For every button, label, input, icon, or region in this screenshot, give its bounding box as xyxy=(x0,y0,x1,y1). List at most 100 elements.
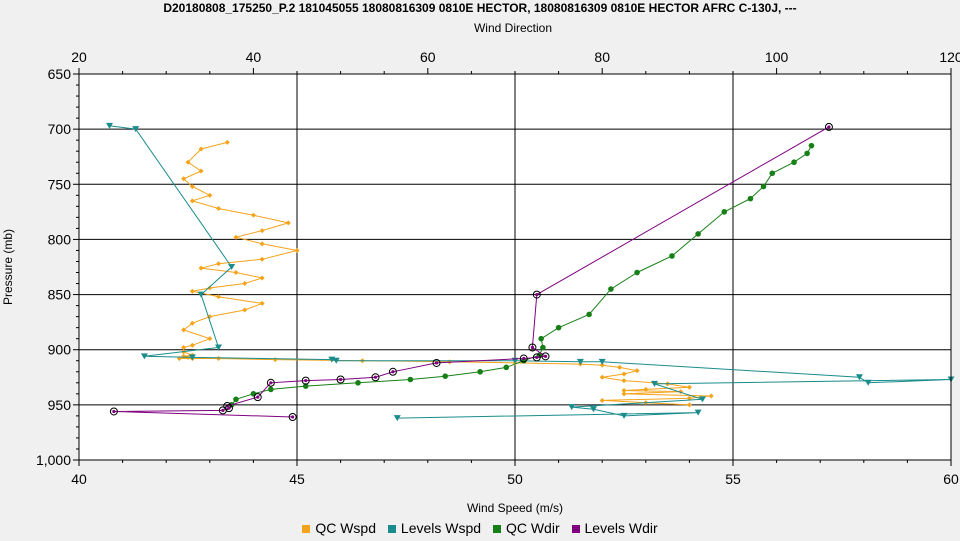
data-point-levels-wdir xyxy=(541,352,550,361)
data-point-qc-wdir xyxy=(233,396,239,403)
x-top-tick-label: 100 xyxy=(765,49,789,65)
data-point-qc-wspd xyxy=(617,364,623,370)
data-point-levels-wdir xyxy=(301,376,310,385)
legend-label: Levels Wdir xyxy=(584,520,658,536)
data-point-center-levels-wdir xyxy=(112,409,116,414)
data-point-qc-wspd xyxy=(621,391,627,397)
data-point-levels-wspd xyxy=(568,404,576,411)
legend: QC Wspd Levels Wspd QC Wdir Levels Wdir xyxy=(0,520,960,536)
data-point-qc-wspd xyxy=(207,192,213,198)
data-point-levels-wdir xyxy=(371,373,380,382)
x-bottom-tick-label: 50 xyxy=(507,471,523,487)
x-top-tick-label: 40 xyxy=(246,49,262,65)
data-point-qc-wspd xyxy=(686,384,692,390)
data-point-qc-wspd xyxy=(207,336,213,342)
data-point-qc-wdir xyxy=(721,209,728,215)
data-point-qc-wspd xyxy=(207,285,213,291)
data-point-qc-wdir xyxy=(791,159,797,166)
data-point-center-levels-wdir xyxy=(391,370,395,374)
y-tick-label: 800 xyxy=(48,231,72,247)
data-point-levels-wspd xyxy=(651,380,659,387)
x-bottom-tick-label: 45 xyxy=(289,471,305,487)
data-point-qc-wdir xyxy=(250,391,257,397)
data-point-qc-wspd xyxy=(686,402,692,408)
chart-title: D20180808_175250_P.2 181045055 180808163… xyxy=(163,1,797,15)
data-point-qc-wspd xyxy=(181,345,187,351)
legend-item-levels-wspd[interactable]: Levels Wspd xyxy=(387,520,482,536)
data-point-qc-wspd xyxy=(216,356,222,362)
data-point-qc-wspd xyxy=(259,241,265,247)
data-point-qc-wspd xyxy=(185,159,191,165)
y-tick-label: 1,000 xyxy=(36,452,71,468)
x-bottom-tick-label: 55 xyxy=(725,471,741,487)
data-point-levels-wspd xyxy=(140,353,148,360)
data-point-qc-wspd xyxy=(189,342,195,348)
data-point-qc-wspd xyxy=(233,234,239,240)
legend-item-levels-wdir[interactable]: Levels Wdir xyxy=(571,520,658,536)
data-point-levels-wdir xyxy=(388,367,397,376)
x-axis-label: Wind Speed (m/s) xyxy=(467,501,563,515)
data-point-center-levels-wdir xyxy=(535,355,539,360)
legend-swatch xyxy=(302,525,311,534)
data-point-qc-wdir xyxy=(407,376,414,383)
y-tick-label: 750 xyxy=(48,176,72,192)
legend-label: Levels Wspd xyxy=(400,520,482,536)
legend-item-qc-wdir[interactable]: QC Wdir xyxy=(492,520,560,536)
y-tick-label: 900 xyxy=(48,342,72,358)
data-point-levels-wspd xyxy=(698,396,706,403)
data-point-qc-wdir xyxy=(555,324,562,331)
data-point-levels-wdir xyxy=(336,375,345,384)
data-point-levels-wspd xyxy=(576,358,584,365)
data-point-qc-wspd xyxy=(686,395,692,401)
data-point-qc-wdir xyxy=(747,195,754,202)
data-point-levels-wdir xyxy=(824,122,833,131)
data-point-qc-wspd xyxy=(643,386,649,392)
y-tick-label: 950 xyxy=(48,397,72,413)
data-point-center-levels-wdir xyxy=(304,378,308,383)
y-axis-label: Pressure (mb) xyxy=(1,229,15,305)
data-point-qc-wspd xyxy=(259,275,265,281)
data-point-qc-wspd xyxy=(216,261,222,267)
data-point-qc-wdir xyxy=(355,380,361,386)
legend-label: QC Wspd xyxy=(315,520,377,536)
legend-label: QC Wdir xyxy=(505,520,560,536)
data-point-qc-wdir xyxy=(538,335,544,342)
data-point-levels-wdir xyxy=(109,407,118,416)
data-point-levels-wspd xyxy=(132,126,140,133)
data-point-levels-wspd xyxy=(694,409,702,416)
data-point-levels-wdir xyxy=(288,412,297,421)
data-point-qc-wspd xyxy=(708,393,714,399)
data-point-qc-wdir xyxy=(695,231,701,237)
data-point-qc-wspd xyxy=(198,168,204,174)
data-point-center-levels-wdir xyxy=(227,406,231,410)
data-point-levels-wdir xyxy=(223,401,232,410)
data-point-qc-wspd xyxy=(216,206,222,212)
data-point-center-levels-wdir xyxy=(530,345,535,350)
x-bottom-tick-label: 60 xyxy=(943,471,959,487)
data-point-levels-wspd xyxy=(864,379,872,386)
legend-item-qc-wspd[interactable]: QC Wspd xyxy=(302,520,376,536)
data-point-levels-wspd xyxy=(620,412,628,419)
data-point-qc-wspd xyxy=(233,270,239,276)
data-point-qc-wspd xyxy=(621,378,627,384)
data-point-levels-wdir xyxy=(218,406,227,415)
data-point-center-levels-wdir xyxy=(543,354,548,358)
data-point-qc-wspd xyxy=(294,247,300,253)
data-point-levels-wdir xyxy=(253,393,262,402)
y-tick-label: 650 xyxy=(48,66,72,82)
data-point-qc-wdir xyxy=(586,311,592,318)
data-point-levels-wdir xyxy=(532,353,541,362)
data-point-levels-wspd xyxy=(228,264,236,270)
data-point-levels-wdir xyxy=(519,354,528,363)
data-point-levels-wspd xyxy=(188,354,196,361)
data-point-center-levels-wdir xyxy=(535,292,539,297)
data-point-qc-wspd xyxy=(259,300,265,306)
data-point-qc-wspd xyxy=(621,371,627,377)
data-point-levels-wspd xyxy=(855,374,863,381)
data-point-levels-wdir xyxy=(432,358,441,367)
data-point-qc-wspd xyxy=(198,265,204,271)
data-point-qc-wspd xyxy=(599,362,605,368)
data-point-qc-wspd xyxy=(599,374,605,380)
data-point-qc-wdir xyxy=(608,286,614,292)
data-point-qc-wspd xyxy=(181,327,187,333)
